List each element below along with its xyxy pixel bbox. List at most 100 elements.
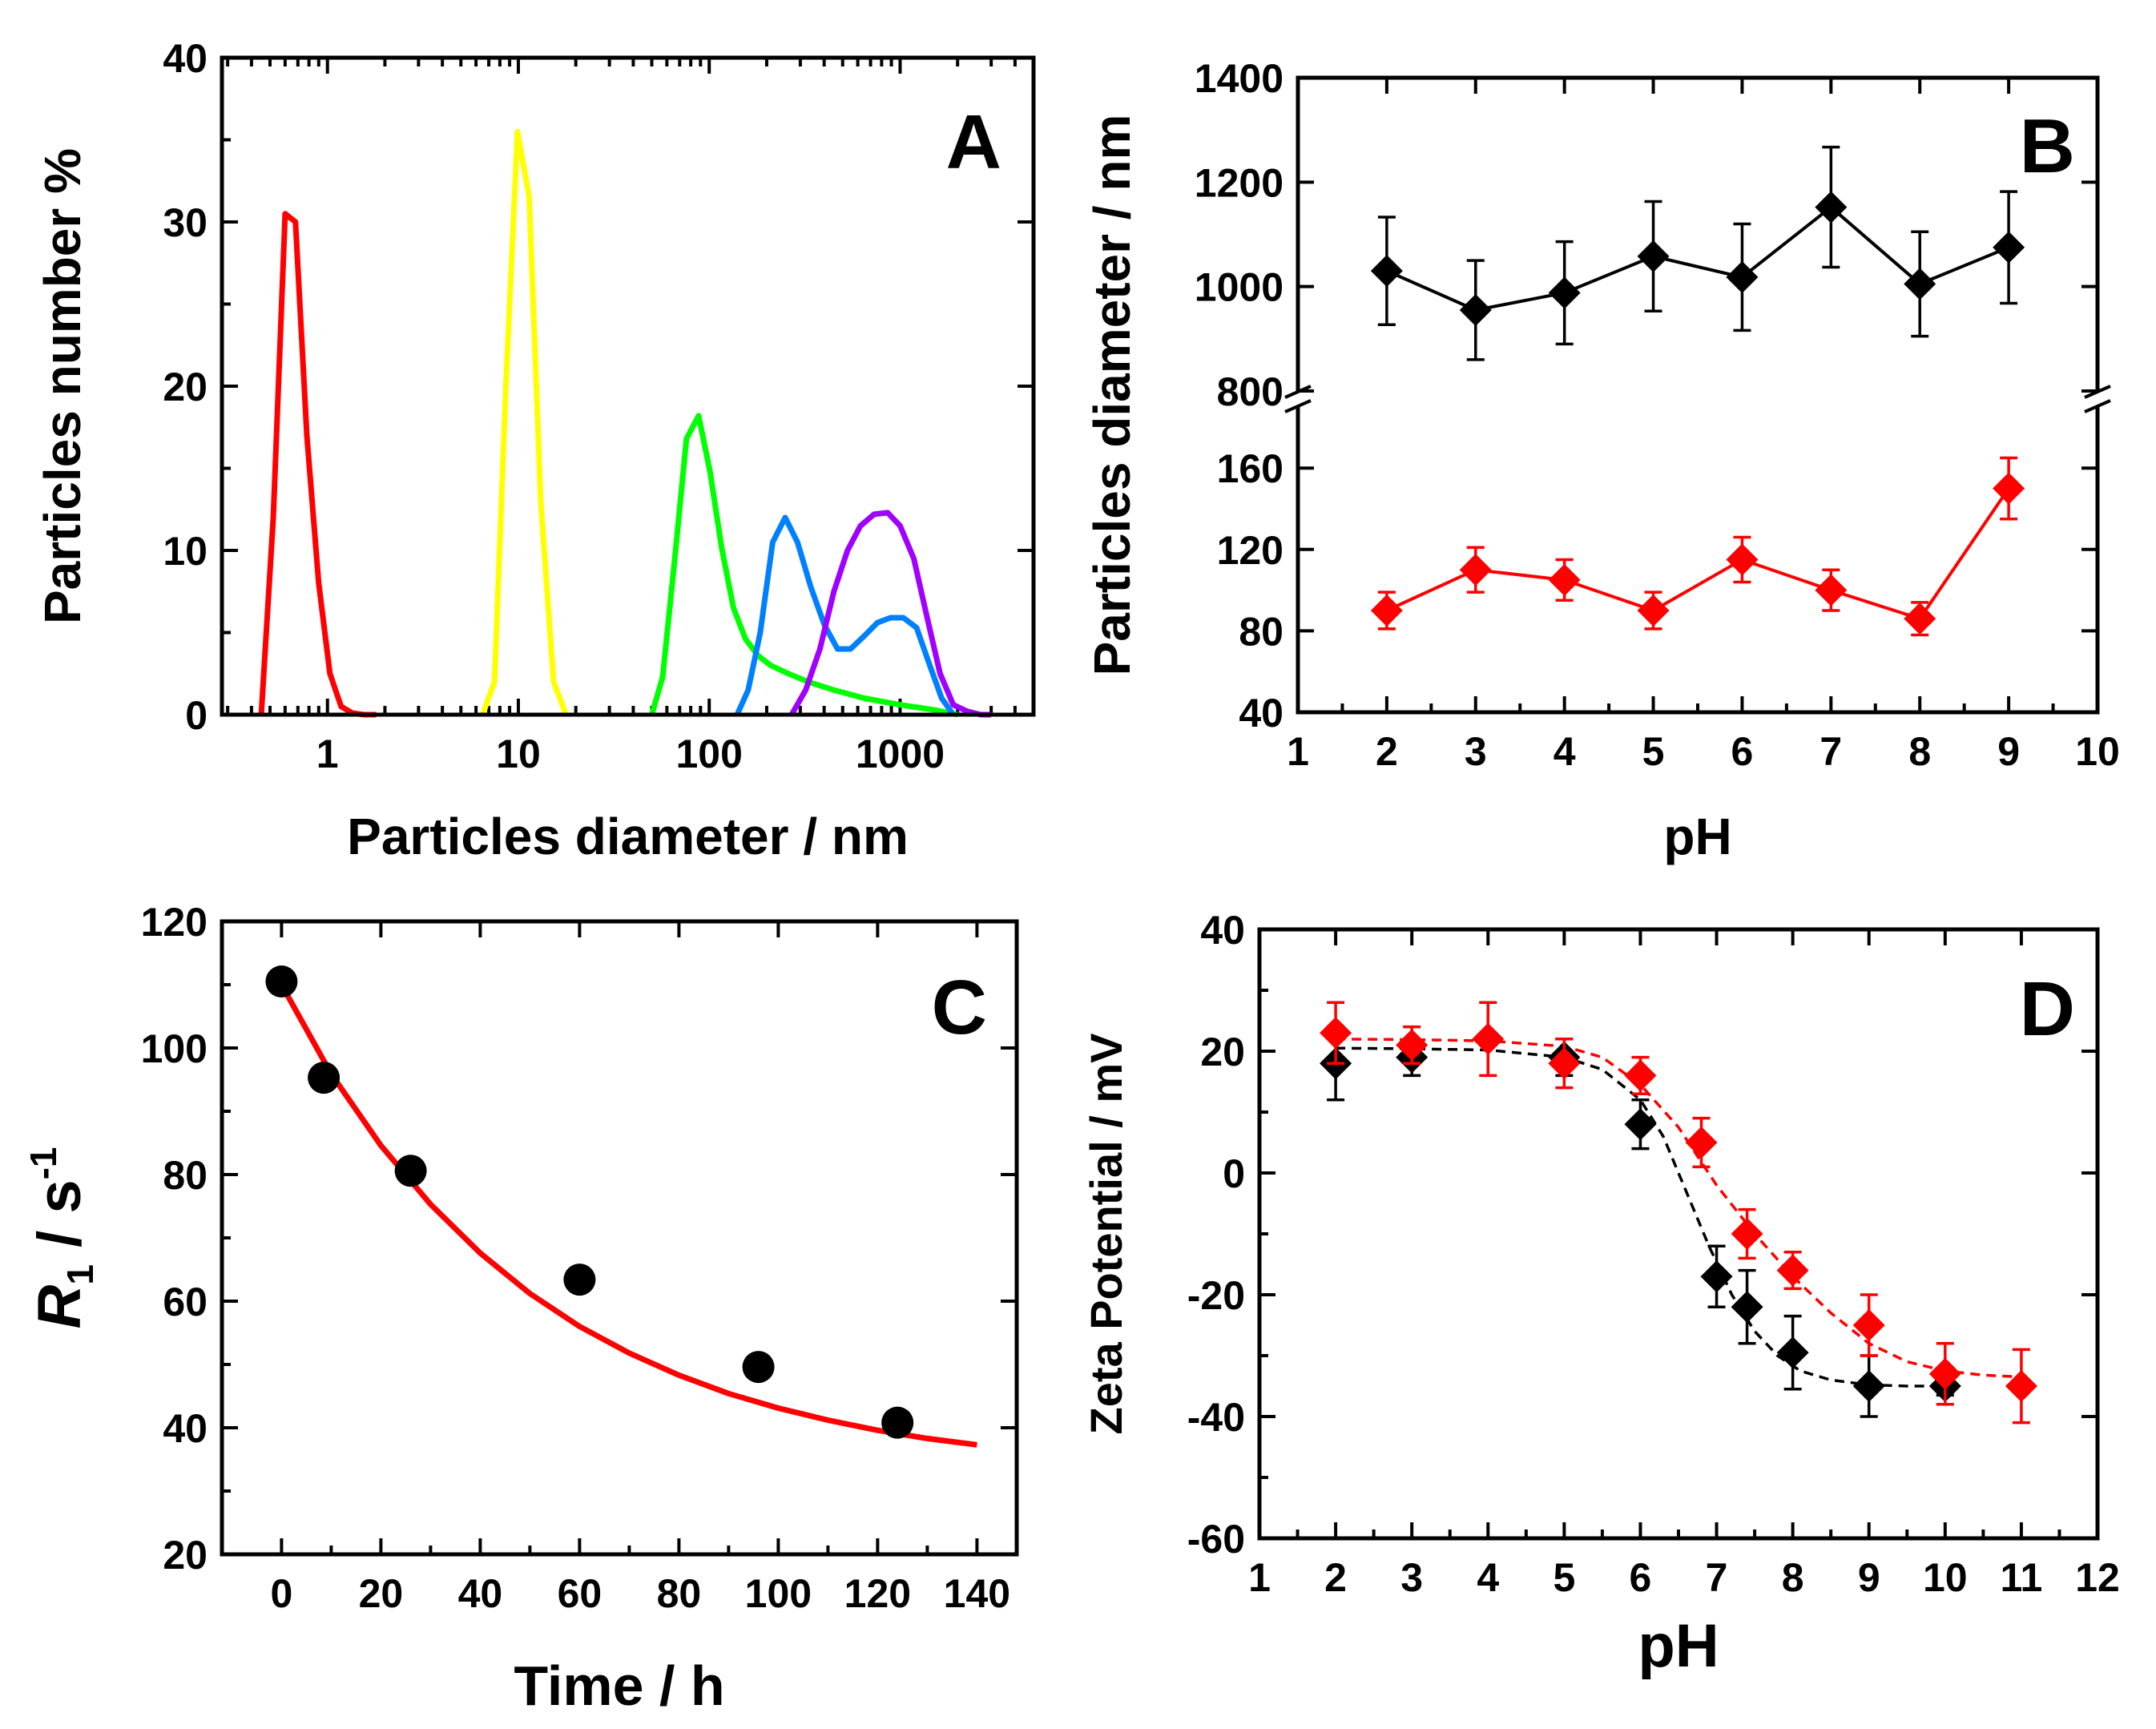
d-fit-black [1336,1046,1945,1388]
b-break-mark [1284,385,1312,399]
d-panel-letter: D [2020,966,2075,1052]
b-point-red [1637,594,1670,627]
c-y-tick-label: 80 [163,1153,208,1198]
c-y-tick-label: 100 [141,1026,208,1071]
d-point-red [1320,1017,1352,1050]
c-x-tick-label: 20 [359,1571,404,1616]
d-x-tick-label: 11 [2000,1555,2042,1600]
a-series-blue [734,514,956,717]
c-y-tick-label: 20 [163,1533,208,1578]
d-x-tick-label: 8 [1782,1555,1804,1600]
b-x-tick-label: 9 [1997,729,2020,774]
b-y-axis-title: Particles diameter / nm [1083,115,1141,676]
c-data-point [394,1155,427,1187]
a-series-yellow [480,128,569,716]
a-panel-letter: A [946,99,1001,185]
a-y-tick-label: 10 [163,529,208,574]
d-x-tick-label: 6 [1630,1555,1652,1600]
d-fit-red [1336,1038,2021,1379]
d-x-tick-label: 10 [1923,1555,1968,1600]
b-y-tick-label-lower: 40 [1239,691,1284,736]
c-x-tick-label: 60 [558,1571,602,1616]
b-x-tick-label: 4 [1554,729,1576,774]
c-y-tick-label: 40 [163,1406,208,1451]
b-x-tick-label: 5 [1642,729,1665,774]
b-point-red [1370,594,1403,627]
c-data-point [308,1062,341,1094]
c-x-tick-label: 40 [458,1571,503,1616]
c-x-tick-label: 0 [270,1571,292,1616]
c-data-point [563,1264,596,1296]
b-y-tick-label-upper: 1400 [1195,56,1284,101]
d-y-axis-title: Zeta Potential / mV [1081,1034,1131,1435]
a-x-tick-label: 1000 [856,732,945,776]
c-data-point [265,965,298,998]
d-point-red [1731,1218,1763,1250]
c-y-tick-label: 60 [163,1280,208,1324]
b-point-black [1815,191,1848,224]
d-x-tick-label: 5 [1553,1555,1575,1600]
d-plot-frame [1257,927,2100,1541]
a-x-tick-label: 10 [496,732,541,776]
c-plot-frame [220,919,1019,1557]
a-y-tick-label: 30 [163,200,208,245]
d-x-tick-label: 1 [1248,1555,1271,1600]
b-point-black [1637,240,1670,272]
c-y-axis-title-rest: / s [26,1179,94,1264]
b-break-mark [1284,399,1312,413]
d-x-tick-label: 3 [1400,1555,1423,1600]
b-x-tick-label: 10 [2075,729,2120,774]
c-panel-letter: C [932,965,987,1050]
c-y-axis-title-main: R [26,1285,94,1329]
b-frame-lower [1296,407,2100,715]
panel-c: 0 20 40 60 80 100 120 140 20 40 60 80 100 120 Time / h… [22,900,1019,1717]
c-x-tick-label: 140 [944,1571,1010,1616]
panel-a: 1 10 100 1000 0 10 20 30 40 Particles diameter / … [34,36,1036,865]
b-x-tick-label: 2 [1376,729,1398,774]
c-x-axis-title: Time / h [514,1654,724,1717]
d-y-tick-label: -40 [1187,1395,1245,1440]
c-data-point [881,1406,914,1439]
d-point-red [1776,1254,1809,1287]
b-y-tick-label-lower: 160 [1217,446,1284,491]
d-point-red [1852,1309,1885,1341]
b-y-tick-label-upper: 1200 [1195,160,1284,205]
b-point-red [1815,574,1848,607]
c-x-tick-label: 100 [745,1571,812,1616]
d-x-tick-label: 4 [1477,1555,1499,1600]
b-x-tick-label: 8 [1908,729,1931,774]
b-point-red [1726,543,1759,576]
b-point-red [1904,603,1936,635]
d-y-tick-label: 0 [1223,1151,1245,1196]
b-line-black [1386,205,2009,312]
a-series-purple [788,510,992,718]
d-y-tick-label: -60 [1187,1517,1245,1562]
d-point-black [1731,1291,1763,1324]
b-x-tick-label: 1 [1287,729,1309,774]
d-point-red [1548,1047,1581,1080]
a-y-tick-label: 20 [163,365,208,409]
a-y-axis-title: Particles number % [34,148,91,624]
b-y-tick-label-lower: 80 [1239,609,1284,654]
b-point-red [1459,554,1492,586]
a-series-red [258,211,377,718]
d-point-red [1624,1059,1657,1092]
b-y-tick-label-upper: 800 [1217,369,1284,414]
b-point-black [1370,255,1403,288]
d-x-axis-title: pH [1638,1612,1719,1680]
c-x-tick-label: 120 [844,1571,911,1616]
b-frame-upper [1296,75,2100,391]
a-x-tick-label: 100 [675,732,742,776]
d-x-tick-label: 12 [2075,1555,2120,1600]
c-y-axis-title-sup: -1 [22,1147,64,1179]
b-point-red [1993,472,2025,505]
a-x-axis-title: Particles diameter / nm [347,808,909,865]
d-x-tick-label: 9 [1858,1555,1880,1600]
c-fit-curve [279,983,977,1448]
d-point-black [1776,1336,1809,1369]
panel-b: 1 2 3 4 5 6 7 8 9 10 800 1000 1200 1400 40 80 120 160 pH Pa… [1083,56,2120,865]
d-y-tick-label: -20 [1187,1273,1245,1318]
a-y-tick-label: 40 [163,36,208,81]
